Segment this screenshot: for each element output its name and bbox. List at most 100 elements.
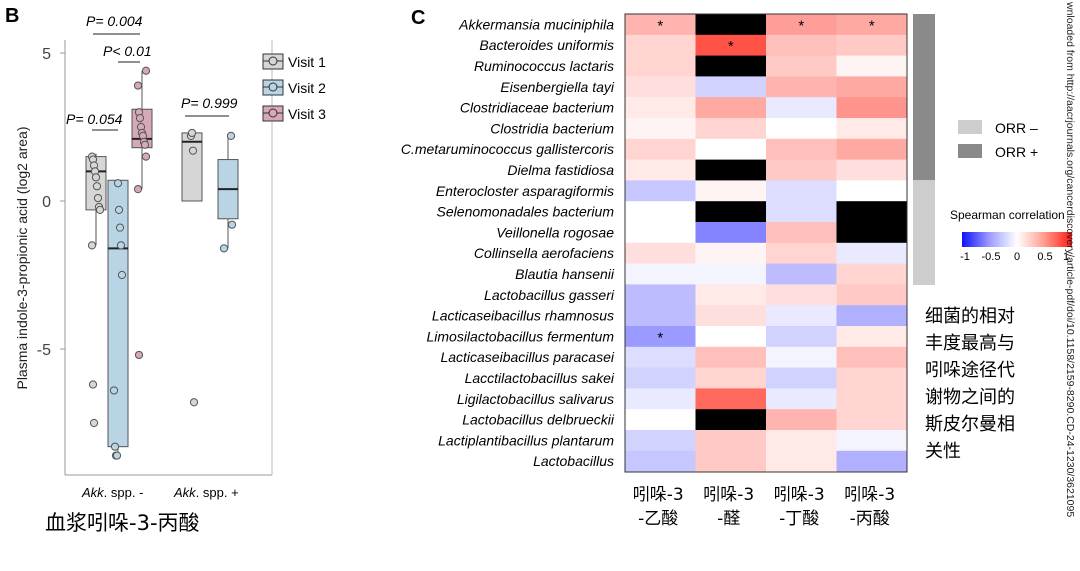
heatmap-cell (625, 346, 696, 369)
significance-star: * (657, 17, 663, 34)
species-label: Collinsella aerofaciens (474, 245, 614, 261)
species-label: Lactobacillus gasseri (484, 287, 615, 303)
x-label-italic: Akk (173, 485, 197, 500)
x-label-italic: Akk (81, 485, 105, 500)
species-label: Lacctilactobacillus sakei (465, 370, 615, 386)
panel-b-caption: 血浆吲哚-3-丙酸 (45, 511, 200, 535)
heatmap-cell (836, 76, 908, 98)
species-labels: Akkermansia muciniphila Bacteroides unifo… (401, 16, 615, 469)
colorbar-tick: 0 (1014, 251, 1020, 263)
p-value-label: P= 0.054 (66, 111, 123, 127)
heatmap-cell (625, 242, 696, 265)
colorbar-tick: 1 (1063, 251, 1069, 263)
heatmap-cell (625, 263, 696, 285)
y-tick-0: 0 (42, 194, 51, 211)
heatmap-cell (625, 118, 696, 140)
heatmap-cell (836, 367, 908, 389)
heatmap-cell (625, 34, 696, 57)
box-visit-2-akk-plus (217, 131, 239, 253)
heatmap-cell (836, 34, 908, 57)
species-label: Dielma fastidiosa (507, 162, 614, 178)
legend-label-visit2: Visit 2 (288, 80, 326, 96)
significance-star: * (657, 329, 663, 346)
colorbar-tick: -0.5 (982, 251, 1001, 263)
data-point (91, 173, 101, 182)
data-point (110, 442, 120, 451)
column-label-line1: 吲哚-3 (703, 485, 754, 505)
legend-swatch-dot (268, 108, 278, 118)
heatmap-cell (625, 138, 696, 161)
heatmap-cell (625, 222, 696, 244)
heatmap-cell (836, 201, 908, 223)
legend-label-visit3: Visit 3 (288, 106, 326, 122)
box-visit-2-akk-minus (107, 179, 129, 460)
data-point (135, 114, 145, 123)
heatmap-cell (695, 201, 767, 223)
heatmap-cell (836, 430, 908, 452)
heatmap-cell (766, 76, 837, 98)
data-point (141, 66, 151, 75)
visit-legend: Visit 1 Visit 2 Visit 3 (262, 53, 326, 122)
data-point (219, 244, 229, 253)
y-tick-neg5: -5 (37, 342, 51, 359)
heatmap-cell (766, 326, 837, 348)
column-headers: 吲哚-3 -乙酸 吲哚-3 -醛 吲哚-3 -丁酸 吲哚-3 -丙酸 (633, 485, 895, 529)
column-label-line2: -丁酸 (779, 509, 819, 529)
heatmap-cell (766, 409, 837, 431)
legend-label-visit1: Visit 1 (288, 54, 326, 70)
heatmap-cell (766, 201, 837, 223)
heatmap-cell (766, 430, 837, 452)
heatmap-cell (695, 222, 767, 244)
y-axis-title: Plasma indole-3-propionic acid (log2 are… (14, 126, 30, 389)
heatmap-cell (836, 180, 908, 202)
box-iqr (181, 132, 203, 202)
orr-plus-bar (913, 14, 935, 180)
heatmap-cell (836, 97, 908, 119)
x-label-akk-plus: Akk. spp. + (173, 485, 239, 500)
heatmap-cell (625, 388, 696, 410)
panel-c-label: C (411, 7, 425, 29)
heatmap-cell (695, 180, 767, 202)
heatmap-cell (625, 180, 696, 202)
colorbar-tick: 0.5 (1037, 251, 1052, 263)
species-label: Ligilactobacillus salivarus (457, 391, 614, 407)
data-point (188, 146, 198, 155)
data-point (117, 270, 127, 280)
heatmap-cell (836, 138, 908, 161)
species-label: Lactobacillus (533, 453, 614, 469)
species-label: Selenomonadales bacterium (437, 204, 615, 220)
heatmap-cell (766, 97, 837, 119)
data-point (114, 205, 124, 214)
heatmap-cell (766, 222, 837, 244)
annotation-line: 吲哚途径代 (925, 360, 1015, 381)
heatmap-cell (766, 367, 837, 389)
heatmap-cell (625, 284, 696, 306)
data-point (95, 205, 105, 214)
annotation-line: 谢物之间的 (925, 387, 1015, 408)
colorbar-tick: -1 (960, 251, 970, 263)
p-value-label: P= 0.999 (181, 95, 238, 111)
species-label: Limosilactobacillus fermentum (426, 328, 614, 344)
heatmap-cell (625, 14, 696, 36)
heatmap-cell (766, 34, 837, 57)
data-point (88, 380, 98, 389)
heatmap-cell (766, 180, 837, 202)
box-iqr (107, 179, 129, 448)
data-point (187, 128, 197, 138)
annotation-line: 丰度最高与 (925, 333, 1015, 354)
species-label: Clostridia bacterium (490, 120, 614, 136)
heatmap-cell (836, 14, 908, 36)
data-point (140, 140, 150, 149)
heatmap-cell (766, 159, 837, 181)
species-label: Bacteroides uniformis (479, 37, 614, 53)
colorbar-gradient (962, 232, 1072, 247)
heatmap-cell (836, 305, 908, 327)
heatmap-cell (695, 326, 767, 348)
column-label-line1: 吲哚-3 (633, 485, 684, 505)
significance-brackets (92, 33, 229, 131)
heatmap-cell (625, 326, 696, 348)
heatmap-cell (766, 263, 837, 285)
heatmap-cell (695, 367, 767, 389)
heatmap-cell (695, 34, 767, 57)
orr-minus-swatch (958, 120, 982, 134)
